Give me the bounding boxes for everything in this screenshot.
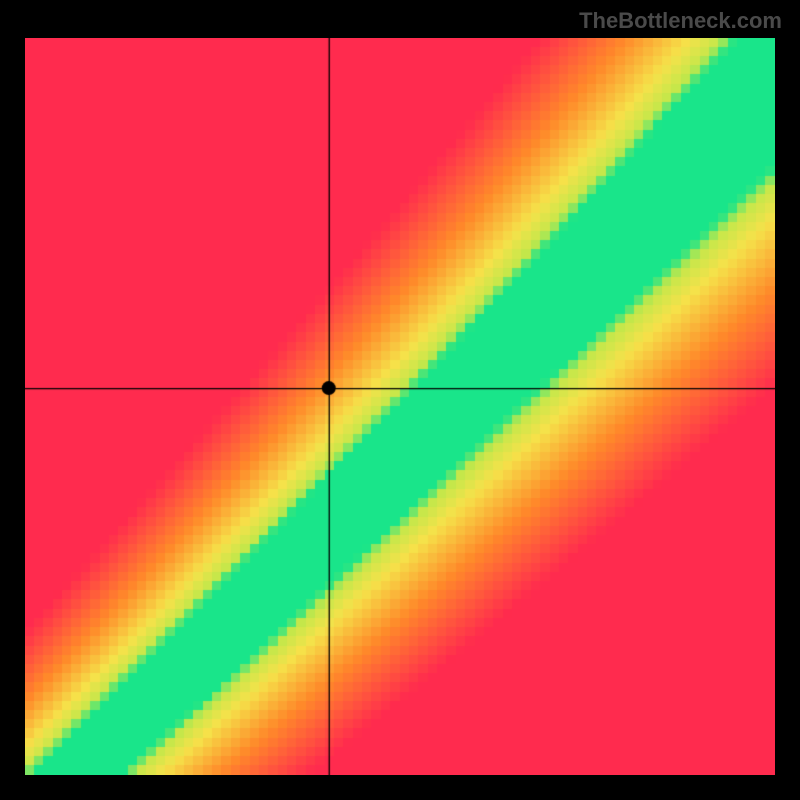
bottleneck-heatmap-canvas <box>25 38 775 775</box>
chart-container: TheBottleneck.com <box>0 0 800 800</box>
watermark-text: TheBottleneck.com <box>579 8 782 34</box>
